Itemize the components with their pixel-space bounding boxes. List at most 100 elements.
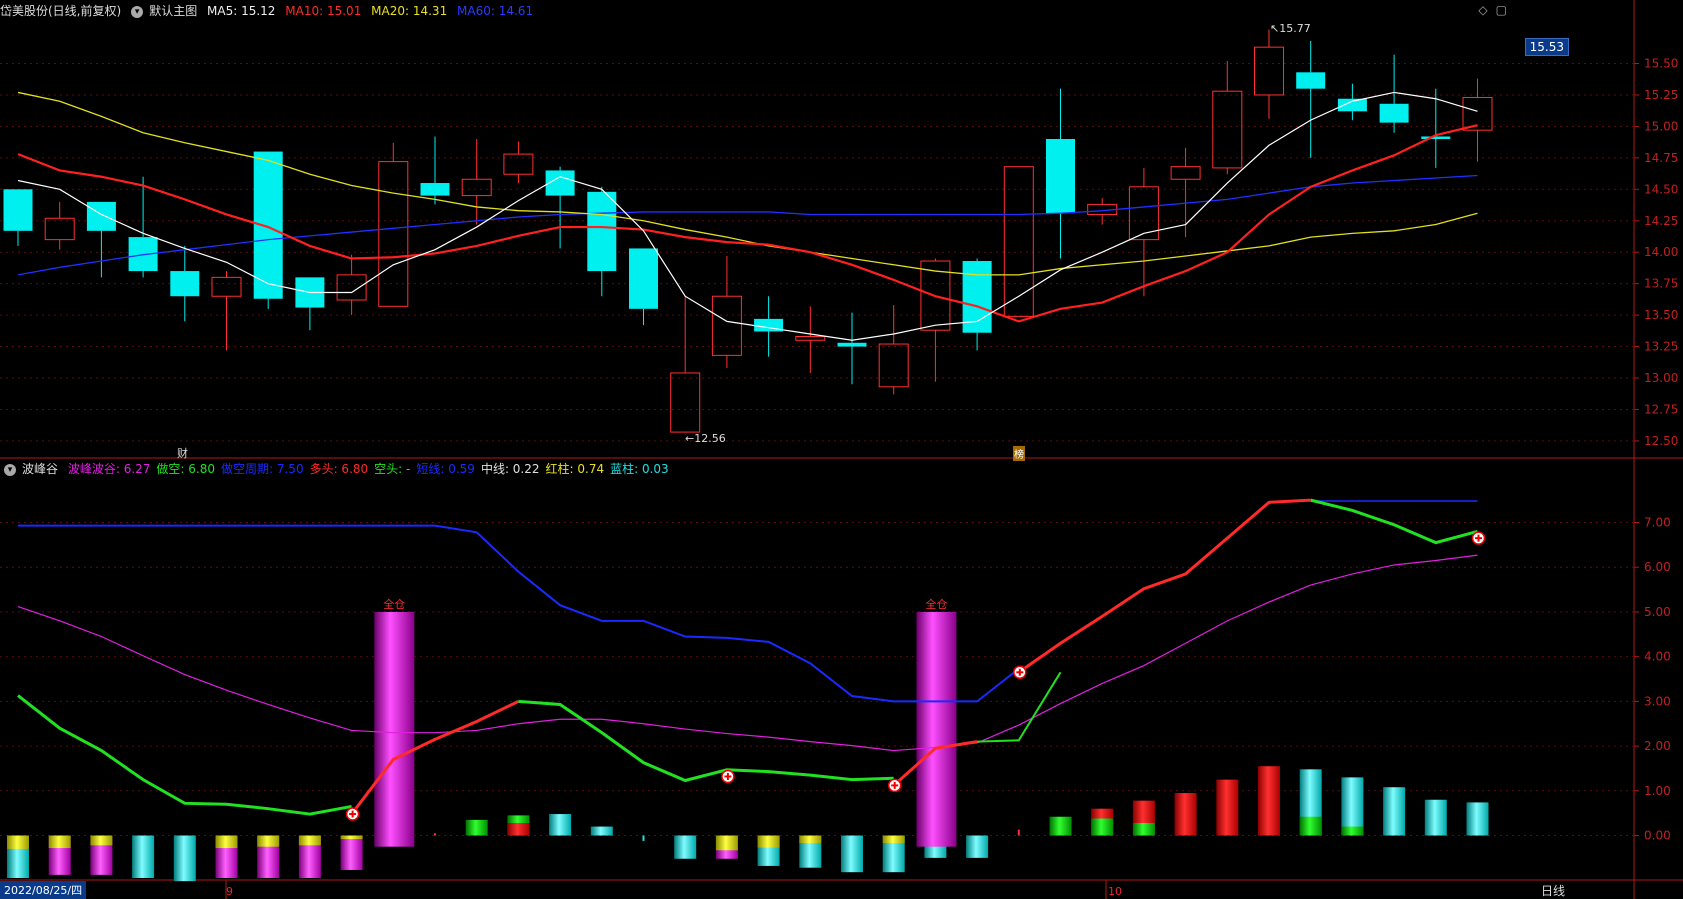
indicator-bar-segment — [799, 836, 821, 844]
price-tick-label: 12.50 — [1644, 434, 1678, 448]
finance-event-tag[interactable]: 财 — [177, 445, 188, 461]
indicator-tick-label: 2.00 — [1644, 739, 1671, 753]
indicator-bar — [132, 836, 154, 878]
diamond-icon[interactable]: ◇ — [1478, 3, 1487, 17]
indicator-bar-segment — [883, 836, 905, 844]
indicator-name[interactable]: 波峰谷 — [22, 462, 58, 476]
month-tick-10: 10 — [1108, 885, 1122, 898]
indicator-tick-label: 0.00 — [1644, 829, 1671, 843]
indicator-bar-segment — [90, 836, 112, 846]
indicator-value-8: 蓝柱: 0.03 — [610, 462, 669, 476]
chevron-down-icon[interactable]: ▾ — [131, 6, 143, 18]
wave-magenta-line — [18, 555, 1478, 750]
price-tick-label: 14.25 — [1644, 214, 1678, 228]
candle-body-up — [1213, 91, 1242, 168]
bear-green-line — [18, 696, 352, 815]
ma20-line — [18, 92, 1478, 274]
current-price-tag: 15.53 — [1525, 38, 1569, 56]
candle-body-up — [337, 275, 366, 300]
indicator-value-3: 多头: 6.80 — [310, 462, 369, 476]
indicator-bar-segment — [1341, 827, 1363, 836]
low-price-label: 12.56 — [694, 432, 726, 445]
indicator-tick-label: 5.00 — [1644, 605, 1671, 619]
low-price-marker: ←12.56 — [685, 432, 726, 445]
period-label[interactable]: 日线 — [1537, 882, 1569, 899]
indicator-bar-segment — [507, 823, 529, 836]
candle-body-up — [796, 336, 825, 340]
indicator-tick-label: 6.00 — [1644, 560, 1671, 574]
candle-body-up — [1171, 167, 1200, 180]
main-chart-header: 岱美股份(日线,前复权) ▾ 默认主图 MA5: 15.12 MA10: 15.01… — [0, 0, 539, 22]
stock-title[interactable]: 岱美股份(日线,前复权) — [0, 4, 121, 18]
candle-body-down — [254, 152, 283, 299]
price-tick-label: 13.75 — [1644, 277, 1678, 291]
ma60-value: MA60: 14.61 — [457, 4, 533, 18]
indicator-bar-segment — [257, 836, 279, 847]
indicator-bar — [1425, 800, 1447, 836]
candle-body-up — [1255, 47, 1284, 95]
candle-body-down — [87, 202, 116, 231]
candle-body-up — [45, 218, 74, 239]
candle-body-down — [170, 271, 199, 296]
indicator-value-6: 中线: 0.22 — [481, 462, 540, 476]
indicator-value-5: 短线: 0.59 — [416, 462, 475, 476]
candle-body-down — [1380, 104, 1409, 123]
indicator-tick-label: 3.00 — [1644, 694, 1671, 708]
chevron-down-icon[interactable]: ▾ — [4, 464, 16, 476]
indicator-bar-segment — [1133, 823, 1155, 836]
indicator-bar — [1258, 766, 1280, 835]
indicator-bar-segment — [341, 836, 363, 840]
window-controls: ◇ ▢ — [1470, 3, 1507, 17]
indicator-bar — [434, 833, 436, 835]
indicator-bar — [174, 836, 196, 882]
price-tick-label: 15.25 — [1644, 88, 1678, 102]
indicator-bar — [1467, 802, 1489, 835]
indicator-bar — [466, 820, 488, 836]
candle-body-down — [1421, 136, 1450, 139]
full-position-bar — [916, 612, 956, 847]
month-tick-9: 9 — [226, 885, 233, 898]
indicator-value-2: 做空周期: 7.50 — [221, 462, 304, 476]
indicator-bar — [591, 827, 613, 836]
indicator-bar-segment — [1091, 819, 1113, 836]
ma5-value: MA5: 15.12 — [207, 4, 275, 18]
candle-body-up — [462, 179, 491, 195]
candle-body-up — [504, 154, 533, 174]
indicator-bar-segment — [216, 836, 238, 849]
high-price-marker: ↖15.77 — [1270, 22, 1311, 35]
short-cycle-blue-line — [18, 526, 1019, 702]
bull-red-line — [1019, 500, 1311, 672]
price-tick-label: 14.75 — [1644, 151, 1678, 165]
indicator-bar-segment — [7, 836, 29, 849]
indicator-bar-segment — [549, 829, 571, 836]
price-tick-label: 13.50 — [1644, 308, 1678, 322]
price-tick-label: 13.25 — [1644, 340, 1678, 354]
candle-body-down — [1296, 72, 1325, 88]
candle-body-down — [421, 183, 450, 196]
ma20-value: MA20: 14.31 — [371, 4, 447, 18]
candle-body-down — [838, 343, 867, 347]
candle-body-up — [671, 373, 700, 432]
price-tick-label: 15.00 — [1644, 119, 1678, 133]
candle-body-up — [379, 162, 408, 307]
candle-body-down — [1338, 99, 1367, 112]
indicator-value-0: 波峰波谷: 6.27 — [68, 462, 151, 476]
indicator-tick-label: 1.00 — [1644, 784, 1671, 798]
indicator-value-4: 空头: - — [374, 462, 410, 476]
ma10-value: MA10: 15.01 — [285, 4, 361, 18]
main-mode[interactable]: 默认主图 — [149, 4, 197, 18]
rank-event-tag[interactable]: 榜 — [1013, 446, 1025, 461]
indicator-bar-segment — [49, 836, 71, 849]
price-tick-label: 13.00 — [1644, 371, 1678, 385]
indicator-value-1: 做空: 6.80 — [156, 462, 215, 476]
window-icon[interactable]: ▢ — [1496, 3, 1507, 17]
indicator-bar — [643, 836, 645, 841]
ma5-line — [18, 92, 1478, 340]
indicator-bar — [966, 836, 988, 858]
candle-body-up — [212, 277, 241, 296]
candle-body-down — [629, 248, 658, 308]
candle-body-down — [1046, 139, 1075, 213]
price-tick-label: 15.50 — [1644, 57, 1678, 71]
bear-green-line — [518, 701, 893, 780]
